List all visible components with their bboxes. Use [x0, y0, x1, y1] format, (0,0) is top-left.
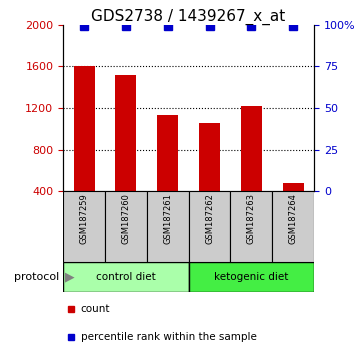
Text: GSM187264: GSM187264 [289, 193, 298, 244]
Text: protocol: protocol [14, 272, 60, 282]
Bar [105, 191, 147, 262]
Bar [157, 115, 178, 191]
Bar [63, 191, 105, 262]
Bar [147, 191, 188, 262]
Bar [116, 75, 136, 191]
Text: GSM187261: GSM187261 [163, 193, 172, 244]
Text: control diet: control diet [96, 272, 156, 282]
Bar [230, 191, 272, 262]
Bar [241, 106, 262, 191]
Bar [63, 262, 188, 292]
Text: GSM187263: GSM187263 [247, 193, 256, 244]
Text: percentile rank within the sample: percentile rank within the sample [81, 332, 257, 342]
Bar [188, 191, 230, 262]
Text: ketogenic diet: ketogenic diet [214, 272, 288, 282]
Title: GDS2738 / 1439267_x_at: GDS2738 / 1439267_x_at [91, 8, 286, 25]
Text: count: count [81, 304, 110, 314]
Text: GSM187259: GSM187259 [79, 193, 88, 244]
Bar [199, 122, 220, 191]
Bar [283, 183, 304, 191]
Bar [188, 262, 314, 292]
Bar [74, 66, 95, 191]
Bar [272, 191, 314, 262]
Text: GSM187260: GSM187260 [121, 193, 130, 244]
Text: ▶: ▶ [65, 270, 75, 284]
Text: GSM187262: GSM187262 [205, 193, 214, 244]
